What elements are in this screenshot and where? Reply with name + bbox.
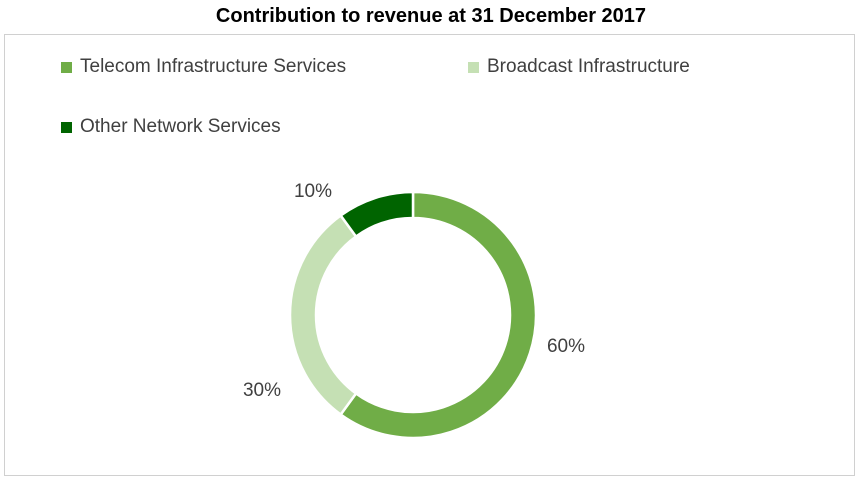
legend-swatch-other-network	[61, 121, 72, 133]
legend-item-other-network: Other Network Services	[61, 115, 281, 139]
chart-title: Contribution to revenue at 31 December 2…	[215, 5, 647, 27]
donut-slice-broadcast	[288, 213, 358, 417]
legend-label-other-network: Other Network Services	[80, 116, 281, 137]
legend-item-telecom: Telecom Infrastructure Services	[61, 55, 346, 79]
legend-item-broadcast: Broadcast Infrastructure	[468, 55, 690, 79]
legend-label-broadcast: Broadcast Infrastructure	[487, 56, 690, 77]
legend-swatch-telecom	[61, 61, 72, 73]
data-label-telecom: 60%	[547, 336, 585, 357]
chart-area	[4, 34, 855, 476]
donut-slice-other-network	[338, 190, 415, 239]
legend-swatch-broadcast	[468, 61, 479, 73]
donut-slice-telecom	[338, 190, 538, 440]
data-label-broadcast: 30%	[243, 380, 281, 401]
legend-label-telecom: Telecom Infrastructure Services	[80, 56, 347, 77]
data-label-other-network: 10%	[294, 181, 332, 202]
